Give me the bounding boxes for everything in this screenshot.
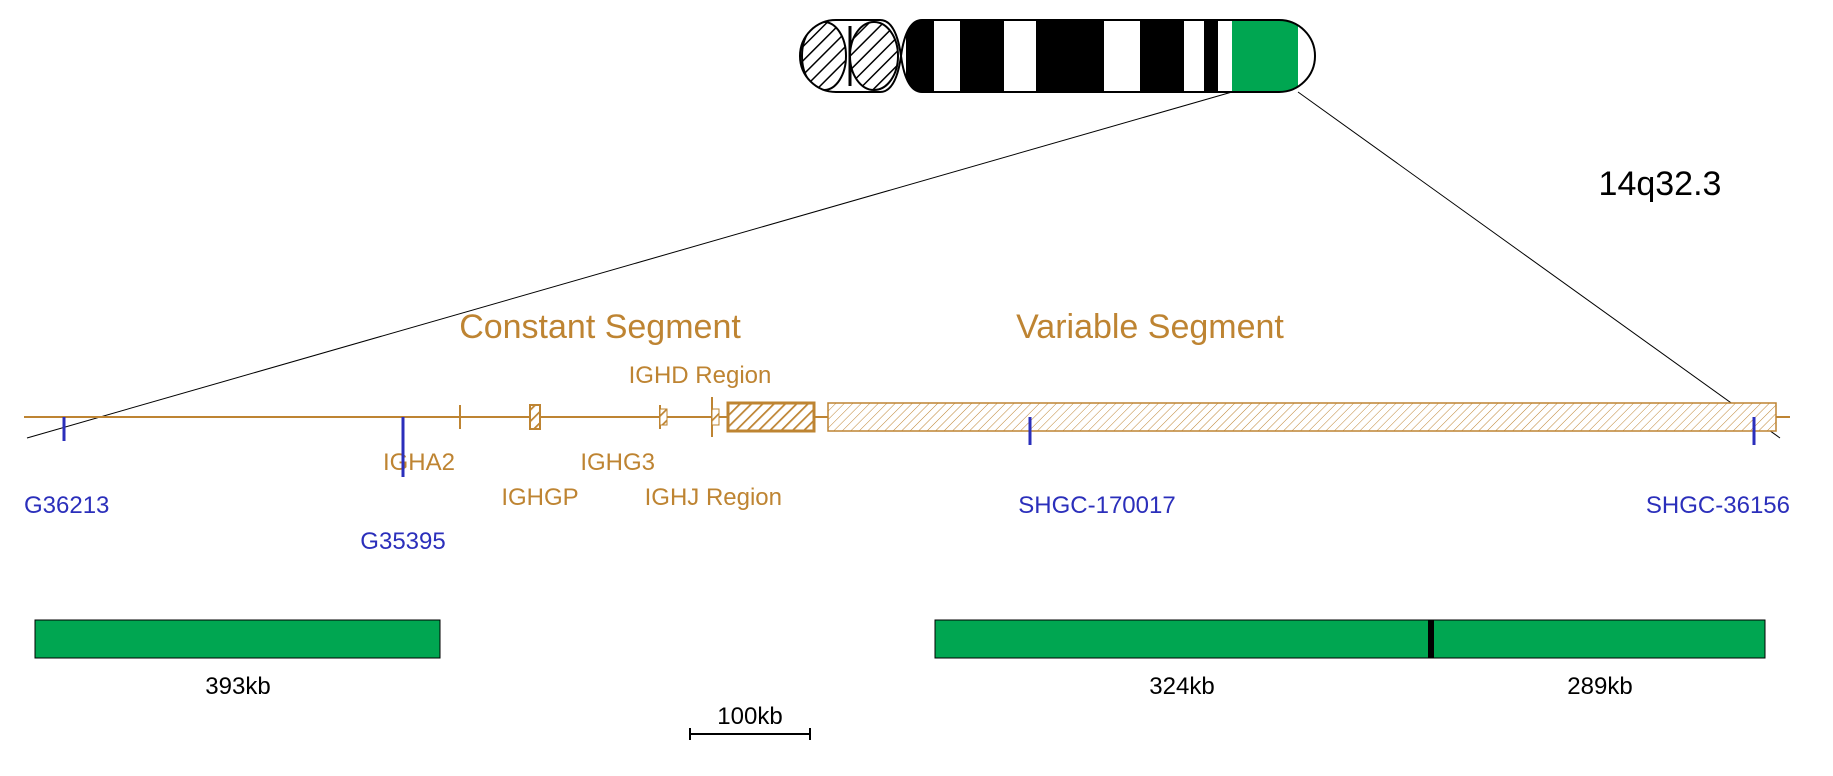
gene-feature-box [660, 409, 667, 425]
bac-bar [35, 620, 440, 658]
constant-segment-label: Constant Segment [459, 308, 741, 346]
igha2-label: IGHA2 [383, 449, 455, 476]
gene-feature-box [828, 403, 1776, 431]
scale-bar-label: 100kb [717, 703, 782, 730]
ighj-region-label: IGHJ Region [645, 484, 782, 511]
bac-bar-kb-label: 289kb [1567, 673, 1632, 700]
marker-label-g35395: G35395 [360, 528, 445, 555]
bac-bar-split [1428, 620, 1434, 658]
bac-bar-kb-label: 393kb [205, 673, 270, 700]
gene-feature-box [728, 403, 814, 431]
chromosome-q-arm [906, 20, 1315, 92]
bac-bar [935, 620, 1765, 658]
bac-bar-kb-label: 324kb [1149, 673, 1214, 700]
ighd-region-label: IGHD Region [629, 362, 772, 389]
chromosome-p-arm [800, 20, 898, 92]
variable-segment-label: Variable Segment [1016, 308, 1284, 346]
gene-feature-box [712, 409, 719, 425]
marker-label-shgc170017: SHGC-170017 [1018, 492, 1175, 519]
gene-feature-box [530, 405, 540, 429]
locus-label: 14q32.3 [1599, 165, 1722, 203]
ighgp-label: IGHGP [501, 484, 578, 511]
marker-label-shgc36156: SHGC-36156 [1646, 492, 1790, 519]
ighg3-label: IGHG3 [580, 449, 655, 476]
marker-label-g36213: G36213 [24, 492, 109, 519]
projection-line-right [1298, 92, 1780, 438]
